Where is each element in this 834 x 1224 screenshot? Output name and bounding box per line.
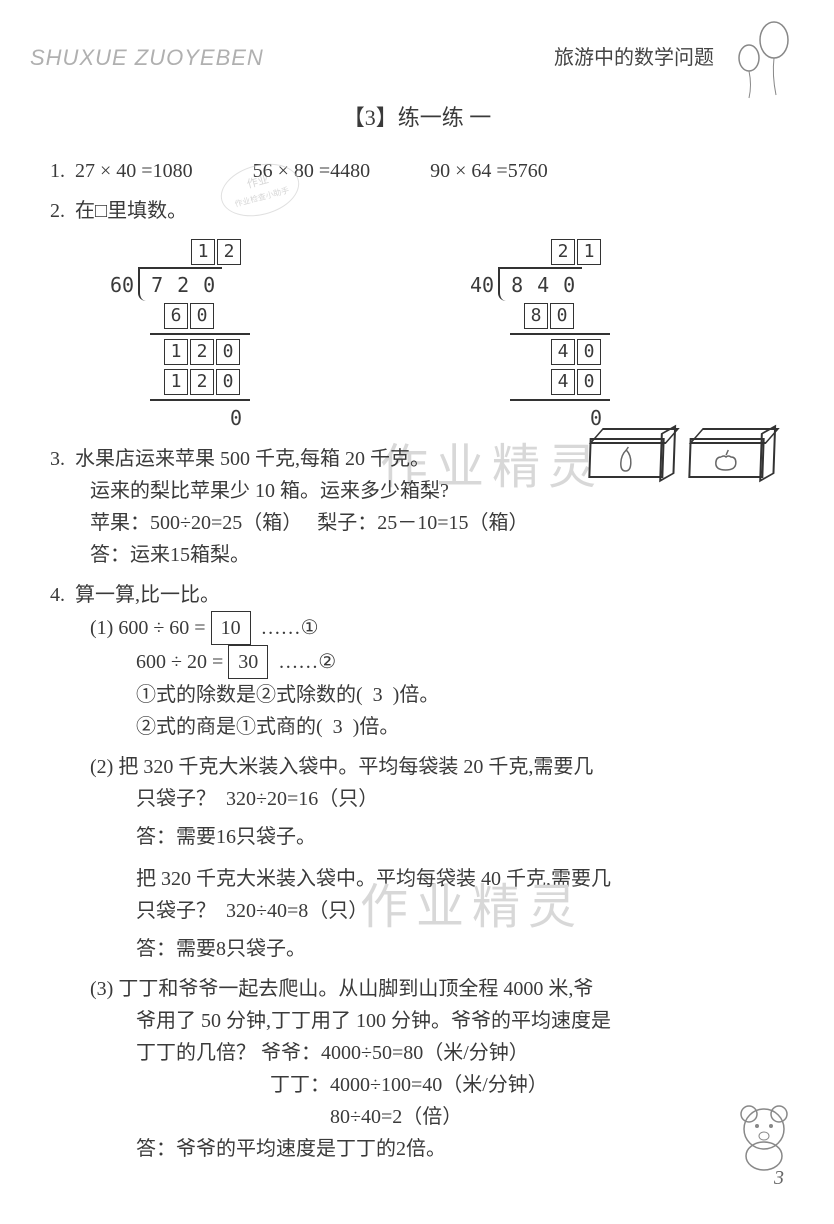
page-number: 3 [774,1162,784,1194]
problem-4: 4. 算一算,比一比。 (1) 600 ÷ 60 = 10 ……① 600 ÷ … [50,579,784,1165]
pear-box-icon [588,438,664,478]
header-right: 旅游中的数学问题 [554,42,714,74]
long-division-2: 21 40 840 80 40 40 0 [470,237,650,433]
problem-3: 3. 水果店运来苹果 500 千克,每箱 20 千克。 运来的梨比苹果少 10 … [50,443,784,571]
header-left: SHUXUE ZUOYEBEN [30,40,264,75]
problem-4-3: (3) 丁丁和爷爷一起去爬山。从山脚到山顶全程 4000 米,爷 爷用了 50 … [90,973,784,1165]
equation: 90 × 64 =5760 [430,155,548,187]
apple-box-icon [688,438,764,478]
long-division-1: 12 60 720 60 120 120 0 [110,237,290,433]
page-title: 【3】练一练 一 [50,100,784,135]
problem-4-1: (1) 600 ÷ 60 = 10 ……① 600 ÷ 20 = 30 ……② … [90,611,784,743]
bear-decoration [724,1094,804,1174]
balloons-decoration [724,20,804,110]
problem-2: 2. 在□里填数。 12 60 720 60 120 120 0 21 [50,195,784,433]
problem-1: 1. 27 × 40 =1080 56 × 80 =4480 90 × 64 =… [50,155,784,187]
problem-label: 1. 27 × 40 =1080 [50,155,193,187]
problem-4-2: (2) 把 320 千克大米装入袋中。平均每袋装 20 千克,需要几 只袋子？ … [90,751,784,965]
